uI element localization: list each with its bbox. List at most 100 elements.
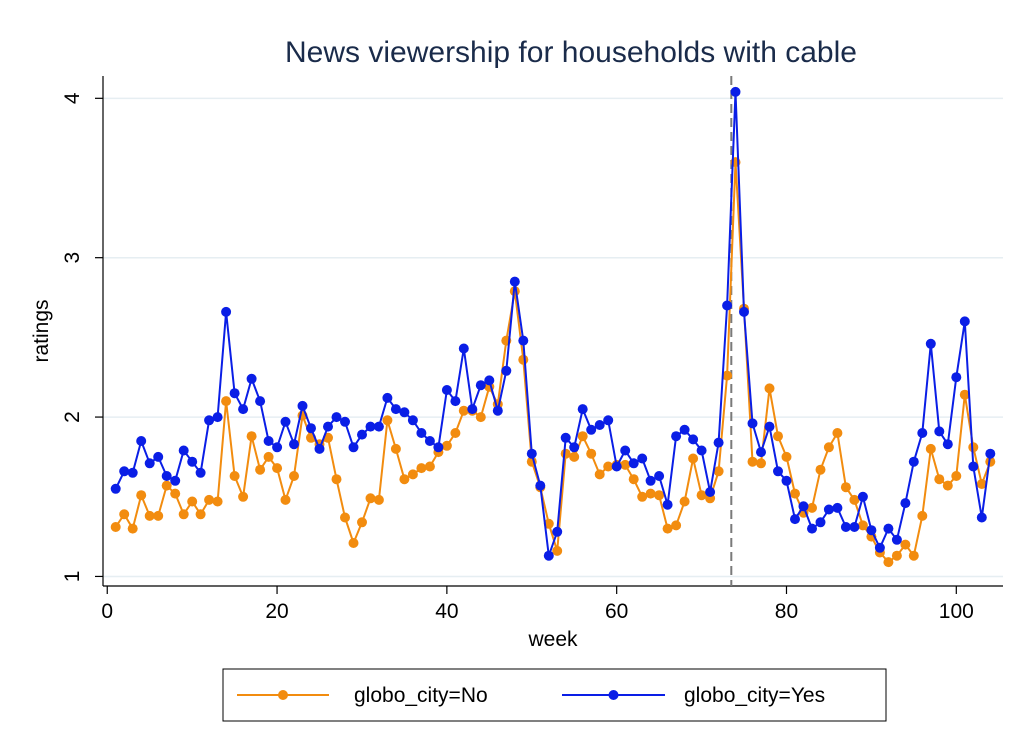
data-point xyxy=(577,404,588,415)
data-point xyxy=(569,451,580,462)
data-point xyxy=(815,464,826,475)
data-point xyxy=(747,418,758,429)
data-point xyxy=(407,415,418,426)
data-point xyxy=(764,383,775,394)
data-point xyxy=(713,437,724,448)
data-point xyxy=(110,522,121,532)
data-point xyxy=(340,416,350,427)
data-point xyxy=(773,431,783,442)
legend-label: globo_city=Yes xyxy=(684,684,825,707)
data-point xyxy=(441,440,452,451)
data-point xyxy=(543,550,554,561)
data-point xyxy=(569,442,580,453)
data-point xyxy=(586,448,597,459)
data-point xyxy=(501,365,512,376)
data-point xyxy=(959,316,970,327)
data-point xyxy=(917,510,928,521)
y-tick-label: 3 xyxy=(61,252,84,264)
y-tick-label: 2 xyxy=(61,411,84,423)
data-point xyxy=(790,488,800,499)
data-point xyxy=(891,550,902,561)
x-tick-label: 100 xyxy=(939,600,974,623)
data-point xyxy=(280,494,291,505)
data-point xyxy=(747,456,758,467)
data-point xyxy=(323,421,333,432)
data-point xyxy=(688,434,699,445)
data-point xyxy=(900,498,911,509)
data-point xyxy=(722,370,733,381)
data-point xyxy=(722,300,733,311)
data-point xyxy=(781,451,792,462)
data-point xyxy=(552,545,563,556)
data-point xyxy=(161,480,172,491)
data-point xyxy=(925,443,936,454)
x-axis-label: week xyxy=(527,628,578,651)
data-point xyxy=(492,405,503,416)
data-point xyxy=(620,459,631,470)
data-point xyxy=(187,456,198,467)
data-point xyxy=(357,429,367,440)
legend-box xyxy=(222,668,887,722)
x-tick-label: 0 xyxy=(101,600,113,623)
data-point xyxy=(441,385,452,395)
data-point xyxy=(518,354,529,365)
data-point xyxy=(832,502,843,513)
series-yes xyxy=(110,86,996,561)
legend-marker xyxy=(608,690,619,700)
data-point xyxy=(475,380,486,391)
data-point xyxy=(951,372,962,383)
data-point xyxy=(976,479,987,489)
data-point xyxy=(637,453,648,464)
data-point xyxy=(645,488,656,499)
data-point xyxy=(679,424,690,435)
data-point xyxy=(153,451,164,462)
data-point xyxy=(229,471,240,481)
data-point xyxy=(144,458,155,469)
data-point xyxy=(603,461,614,472)
data-point xyxy=(790,514,800,525)
data-point xyxy=(289,439,299,450)
data-point xyxy=(229,388,240,399)
data-point xyxy=(340,512,350,523)
data-point xyxy=(458,405,469,416)
data-point xyxy=(696,490,707,501)
data-point xyxy=(594,469,605,480)
data-point xyxy=(713,466,724,477)
data-point xyxy=(637,491,648,502)
data-point xyxy=(866,525,877,536)
data-point xyxy=(798,501,809,512)
data-point xyxy=(781,475,792,486)
data-point xyxy=(416,428,427,438)
legend-label: globo_city=No xyxy=(354,684,488,707)
data-point xyxy=(654,471,665,481)
data-point xyxy=(603,415,614,426)
data-point xyxy=(696,445,707,456)
data-point xyxy=(611,461,622,472)
series-no xyxy=(110,157,996,568)
data-point xyxy=(178,445,189,456)
data-point xyxy=(170,488,181,499)
data-point xyxy=(272,442,283,453)
data-point xyxy=(985,456,996,467)
data-point xyxy=(662,523,673,534)
data-point xyxy=(908,550,919,561)
data-point xyxy=(153,510,164,521)
data-point xyxy=(475,412,486,423)
data-point xyxy=(891,534,902,545)
y-axis-label: ratings xyxy=(30,299,53,362)
data-point xyxy=(942,439,953,450)
data-point xyxy=(730,86,741,97)
data-point xyxy=(246,431,257,442)
data-point xyxy=(764,421,775,432)
data-point xyxy=(424,436,435,446)
x-ticks: 0 20 40 60 80 100 xyxy=(101,586,974,623)
data-point xyxy=(246,373,257,384)
data-point xyxy=(127,523,138,534)
data-point xyxy=(390,443,401,454)
data-point xyxy=(390,404,401,415)
data-point xyxy=(416,463,427,474)
data-point xyxy=(136,436,147,446)
data-point xyxy=(917,428,928,438)
data-point xyxy=(671,520,682,531)
